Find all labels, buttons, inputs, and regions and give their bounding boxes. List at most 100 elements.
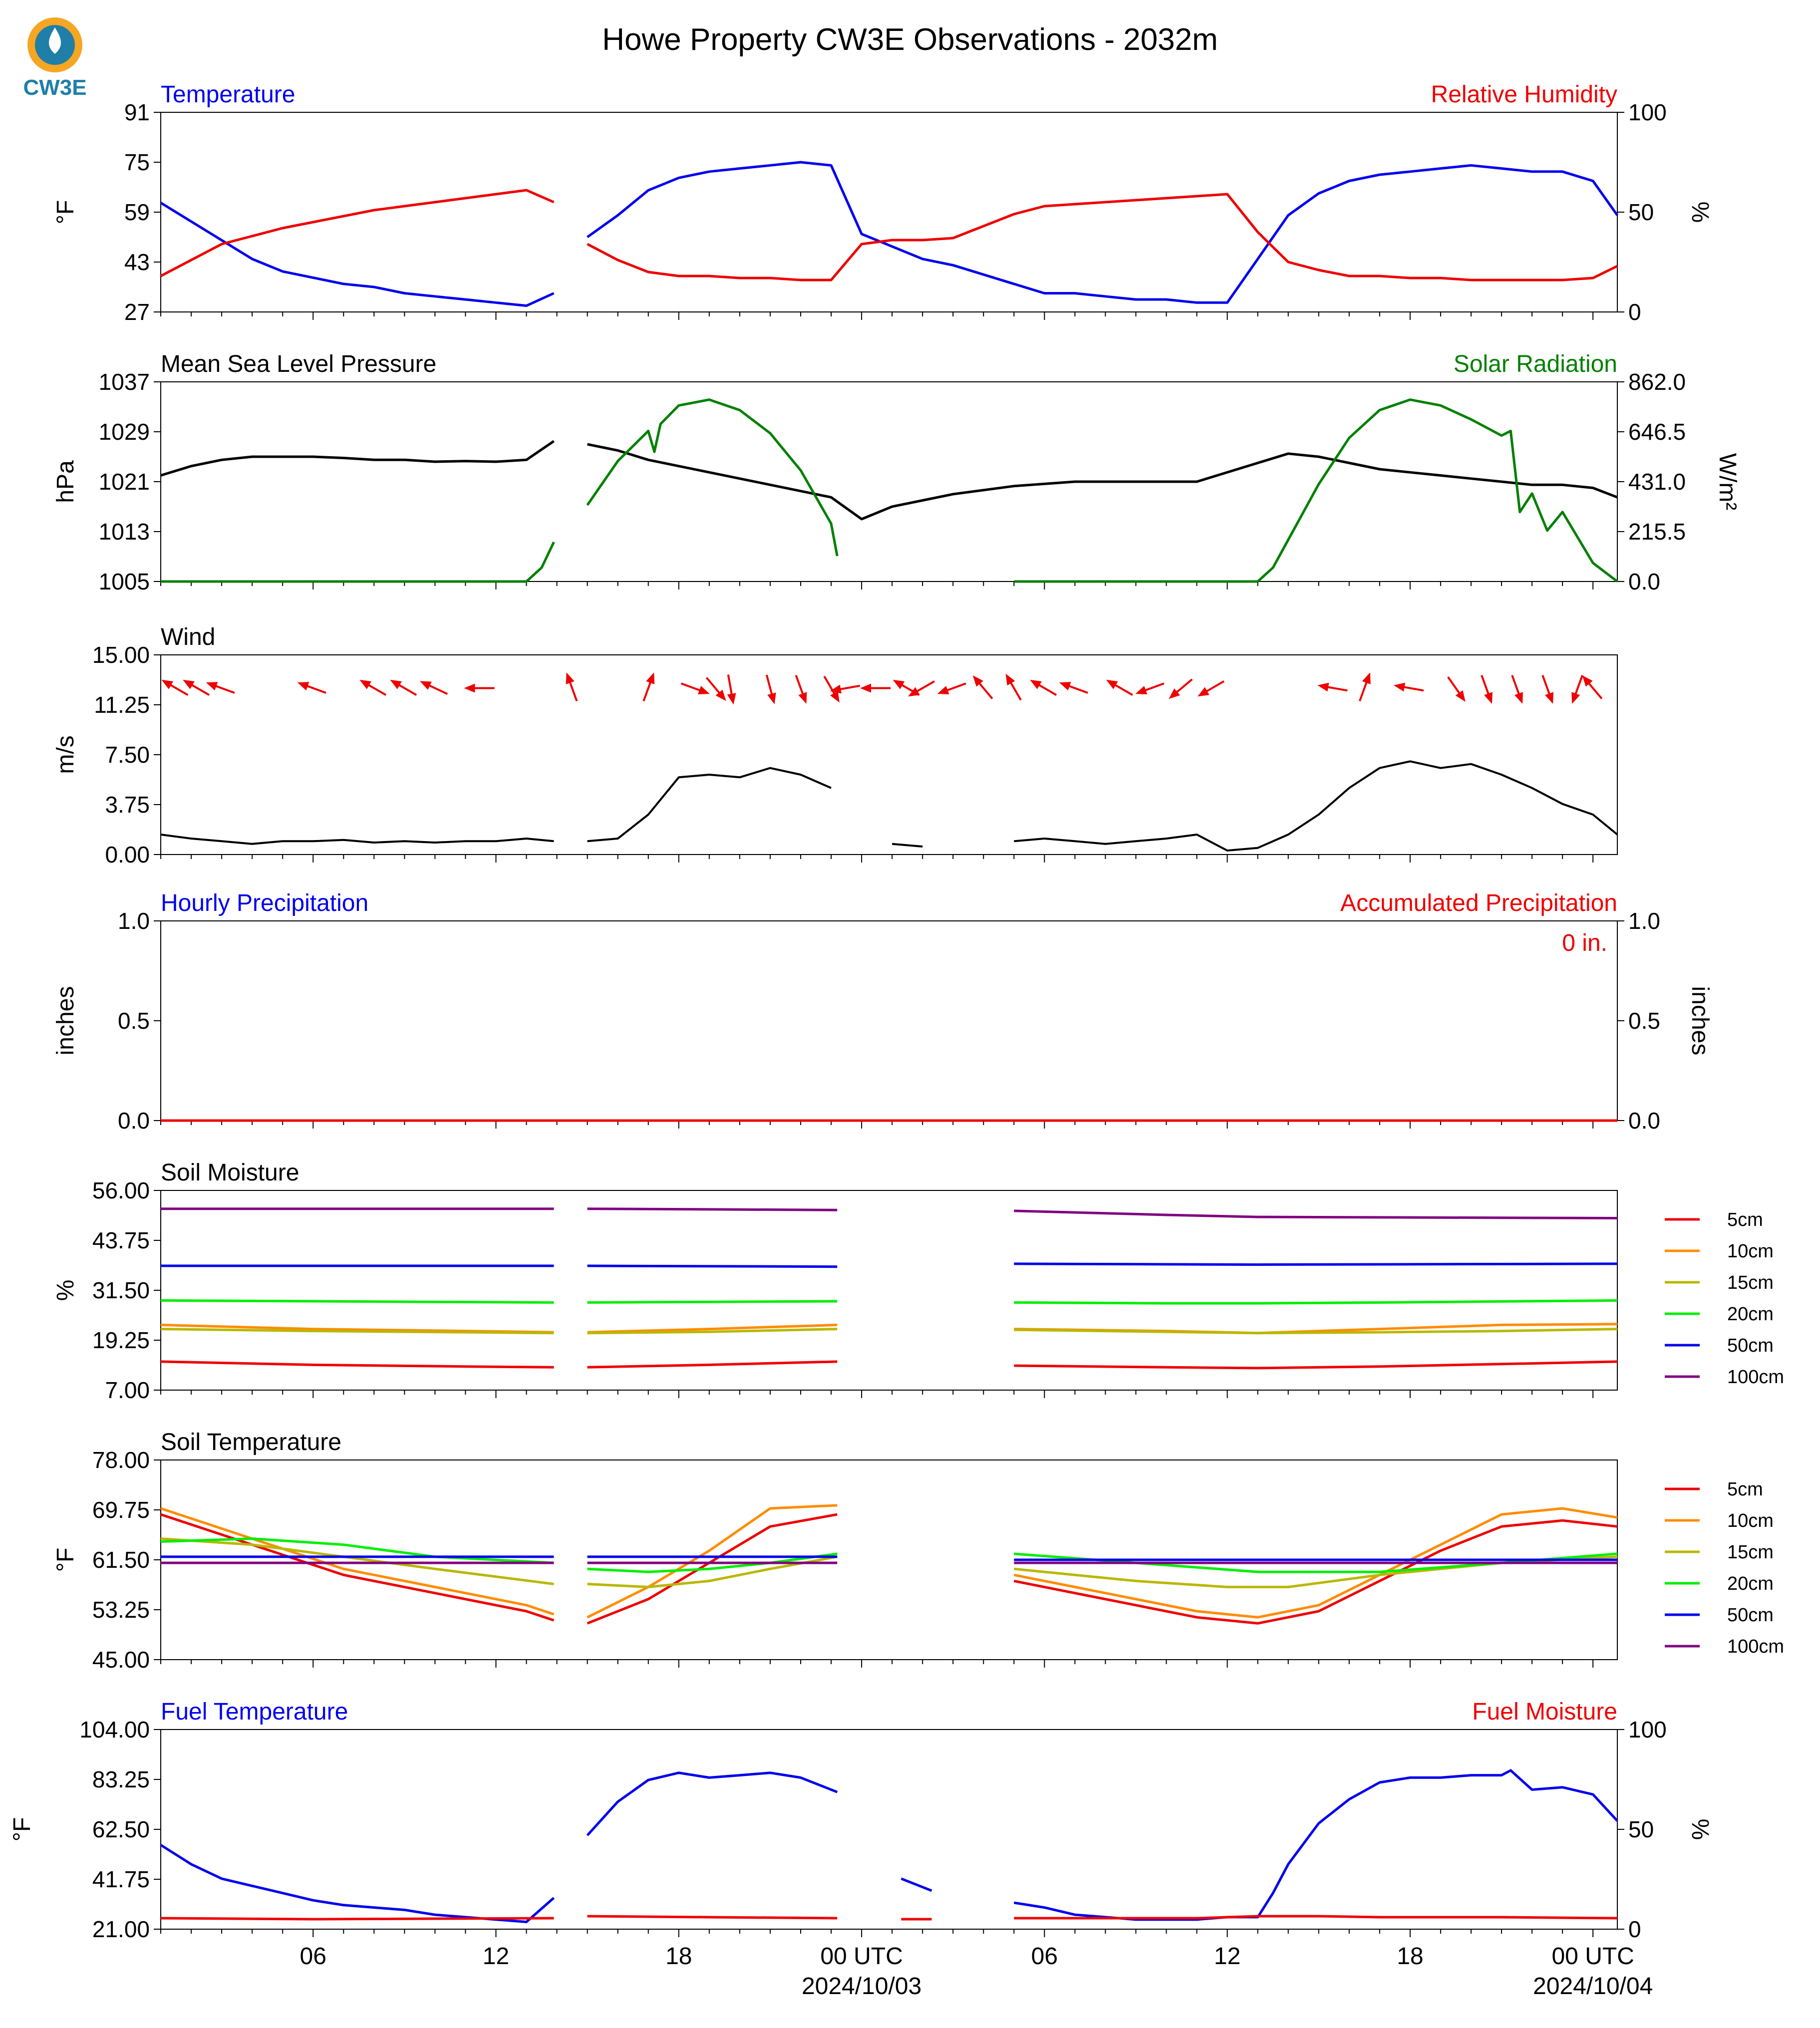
y-tick-label-right: 50 xyxy=(1628,199,1654,225)
wind-arrow-head xyxy=(1484,692,1493,704)
plot-frame xyxy=(160,112,1618,312)
plot-frame xyxy=(160,381,1618,582)
wind-arrow-head xyxy=(1455,690,1466,702)
wind-direction-arrow xyxy=(390,679,417,696)
y-tick-label-right: 50 xyxy=(1628,1816,1654,1842)
soil-depth-legend: 5cm 10cm 15cm 20cm 50cm 100cm xyxy=(1665,1479,1784,1657)
y-axis-label-right: W/m² xyxy=(1714,453,1741,511)
wind-direction-arrow xyxy=(183,679,210,696)
panel-title-left: Fuel Temperature xyxy=(161,1699,348,1725)
wind-direction-arrow xyxy=(1059,682,1088,694)
panel-title-right: Relative Humidity xyxy=(1431,81,1617,108)
panel-title-right: Solar Radiation xyxy=(1454,351,1617,377)
series-line-15cm xyxy=(160,1328,1618,1335)
y-tick-label: 31.50 xyxy=(92,1277,150,1303)
time-axis-labels: 06 12 18 00 UTC 06 12 18 00 UTC 2024/10/03 2024/1… xyxy=(300,1943,1653,2000)
x-tick-label: 06 xyxy=(300,1943,326,1970)
wind-arrow-head xyxy=(1135,686,1148,695)
y-tick-label: 1021 xyxy=(99,469,150,495)
y-tick-label: 1013 xyxy=(99,519,150,545)
series-line-20cm xyxy=(160,1299,1618,1305)
series-line-5cm xyxy=(160,1360,1618,1370)
wind-arrow-head xyxy=(1005,673,1015,686)
plot-frame xyxy=(160,1190,1618,1391)
wind-direction-arrow xyxy=(1005,673,1022,701)
wind-arrow-head xyxy=(1198,687,1210,697)
y-tick-label: 53.25 xyxy=(92,1597,150,1623)
wind-direction-arrow xyxy=(680,682,710,695)
y-tick-label-right: 646.5 xyxy=(1628,419,1686,445)
wind-direction-arrow xyxy=(1317,682,1348,692)
wind-arrow-head xyxy=(727,693,736,705)
y-axis-label-right: inches xyxy=(1687,986,1713,1056)
wind-direction-arrow xyxy=(1169,678,1193,699)
series-line-fuel-moisture xyxy=(160,1915,1618,1921)
series-line-solar-radiation xyxy=(161,398,1618,583)
y-tick-label: 0.5 xyxy=(118,1008,150,1034)
wind-arrow-head xyxy=(420,681,432,690)
y-tick-label: 62.50 xyxy=(92,1816,150,1842)
wind-arrow-head xyxy=(972,675,983,687)
wind-arrow-head xyxy=(1059,682,1071,691)
y-tick-label-right: 215.5 xyxy=(1628,519,1686,545)
y-tick-label: 7.00 xyxy=(105,1377,150,1403)
series-line-fuel-temperature xyxy=(160,1769,1618,1923)
x-tick-label: 00 UTC xyxy=(820,1943,903,1970)
wind-arrow-head xyxy=(1362,672,1371,684)
legend-label: 15cm xyxy=(1727,1542,1774,1563)
y-tick-label: 0.00 xyxy=(105,842,150,868)
y-axis-label: hPa xyxy=(52,460,79,503)
legend-label: 10cm xyxy=(1727,1510,1774,1531)
wind-direction-arrow xyxy=(860,683,891,693)
y-tick-label: 43 xyxy=(124,249,150,275)
y-axis-label-right: % xyxy=(1687,1819,1713,1840)
panel-title-right: Fuel Moisture xyxy=(1472,1699,1617,1725)
wind-direction-arrow xyxy=(830,684,860,694)
y-tick-label: 1029 xyxy=(99,419,150,445)
y-tick-label-right: 862.0 xyxy=(1628,369,1686,395)
legend-label: 15cm xyxy=(1727,1272,1774,1293)
legend-label: 5cm xyxy=(1727,1479,1763,1500)
wind-direction-arrow xyxy=(1135,682,1165,695)
legend-label: 50cm xyxy=(1727,1335,1774,1356)
wind-direction-arrow xyxy=(1198,680,1224,697)
y-axis-label: % xyxy=(52,1280,79,1301)
y-axis-label-right: % xyxy=(1687,202,1713,223)
panel-title-left: Soil Moisture xyxy=(161,1159,299,1186)
logo-text: CW3E xyxy=(23,75,86,100)
wind-direction-arrow xyxy=(1511,675,1523,704)
panel-soil_temp: 45.00 53.25 61.50 69.75 78.00 Soil Temperatur… xyxy=(52,1429,1784,1673)
figure-title: Howe Property CW3E Observations - 2032m xyxy=(602,22,1218,57)
wind-direction-arrow xyxy=(359,679,387,696)
y-axis-label: m/s xyxy=(52,735,79,774)
series-line-relative-humidity xyxy=(160,189,1618,282)
y-tick-label: 91 xyxy=(124,99,150,125)
wind-arrow-head xyxy=(297,682,309,691)
y-tick-label: 7.50 xyxy=(105,742,150,768)
y-axis-label: °F xyxy=(52,200,79,225)
series-line-50cm xyxy=(161,1262,1618,1268)
series-line-20cm xyxy=(160,1537,1618,1573)
wind-direction-arrow xyxy=(765,674,776,705)
wind-arrow-head xyxy=(390,679,402,689)
y-tick-label: 41.75 xyxy=(92,1866,150,1892)
wind-arrow-head xyxy=(359,679,371,689)
series-line-wind-speed xyxy=(160,760,1618,852)
wind-direction-arrow xyxy=(1393,682,1424,692)
wind-direction-arrow xyxy=(795,675,807,704)
legend-label: 20cm xyxy=(1727,1573,1774,1594)
wind-direction-arrow xyxy=(297,682,326,694)
x-tick-label: 18 xyxy=(665,1943,692,1970)
series-line-100cm xyxy=(161,1207,1618,1219)
y-tick-label-right: 0.0 xyxy=(1628,1108,1660,1134)
series-line-10cm xyxy=(160,1504,1618,1619)
series-line-50cm xyxy=(161,1555,1617,1561)
y-tick-label: 15.00 xyxy=(92,642,150,668)
y-tick-label-right: 0.5 xyxy=(1628,1008,1660,1034)
series-line-5cm xyxy=(160,1513,1618,1625)
y-tick-label-right: 100 xyxy=(1628,99,1667,125)
wind-direction-arrow xyxy=(566,672,578,702)
wind-arrow-head xyxy=(698,686,710,695)
wind-arrow-head xyxy=(830,691,840,703)
wind-arrow-head xyxy=(161,679,174,689)
